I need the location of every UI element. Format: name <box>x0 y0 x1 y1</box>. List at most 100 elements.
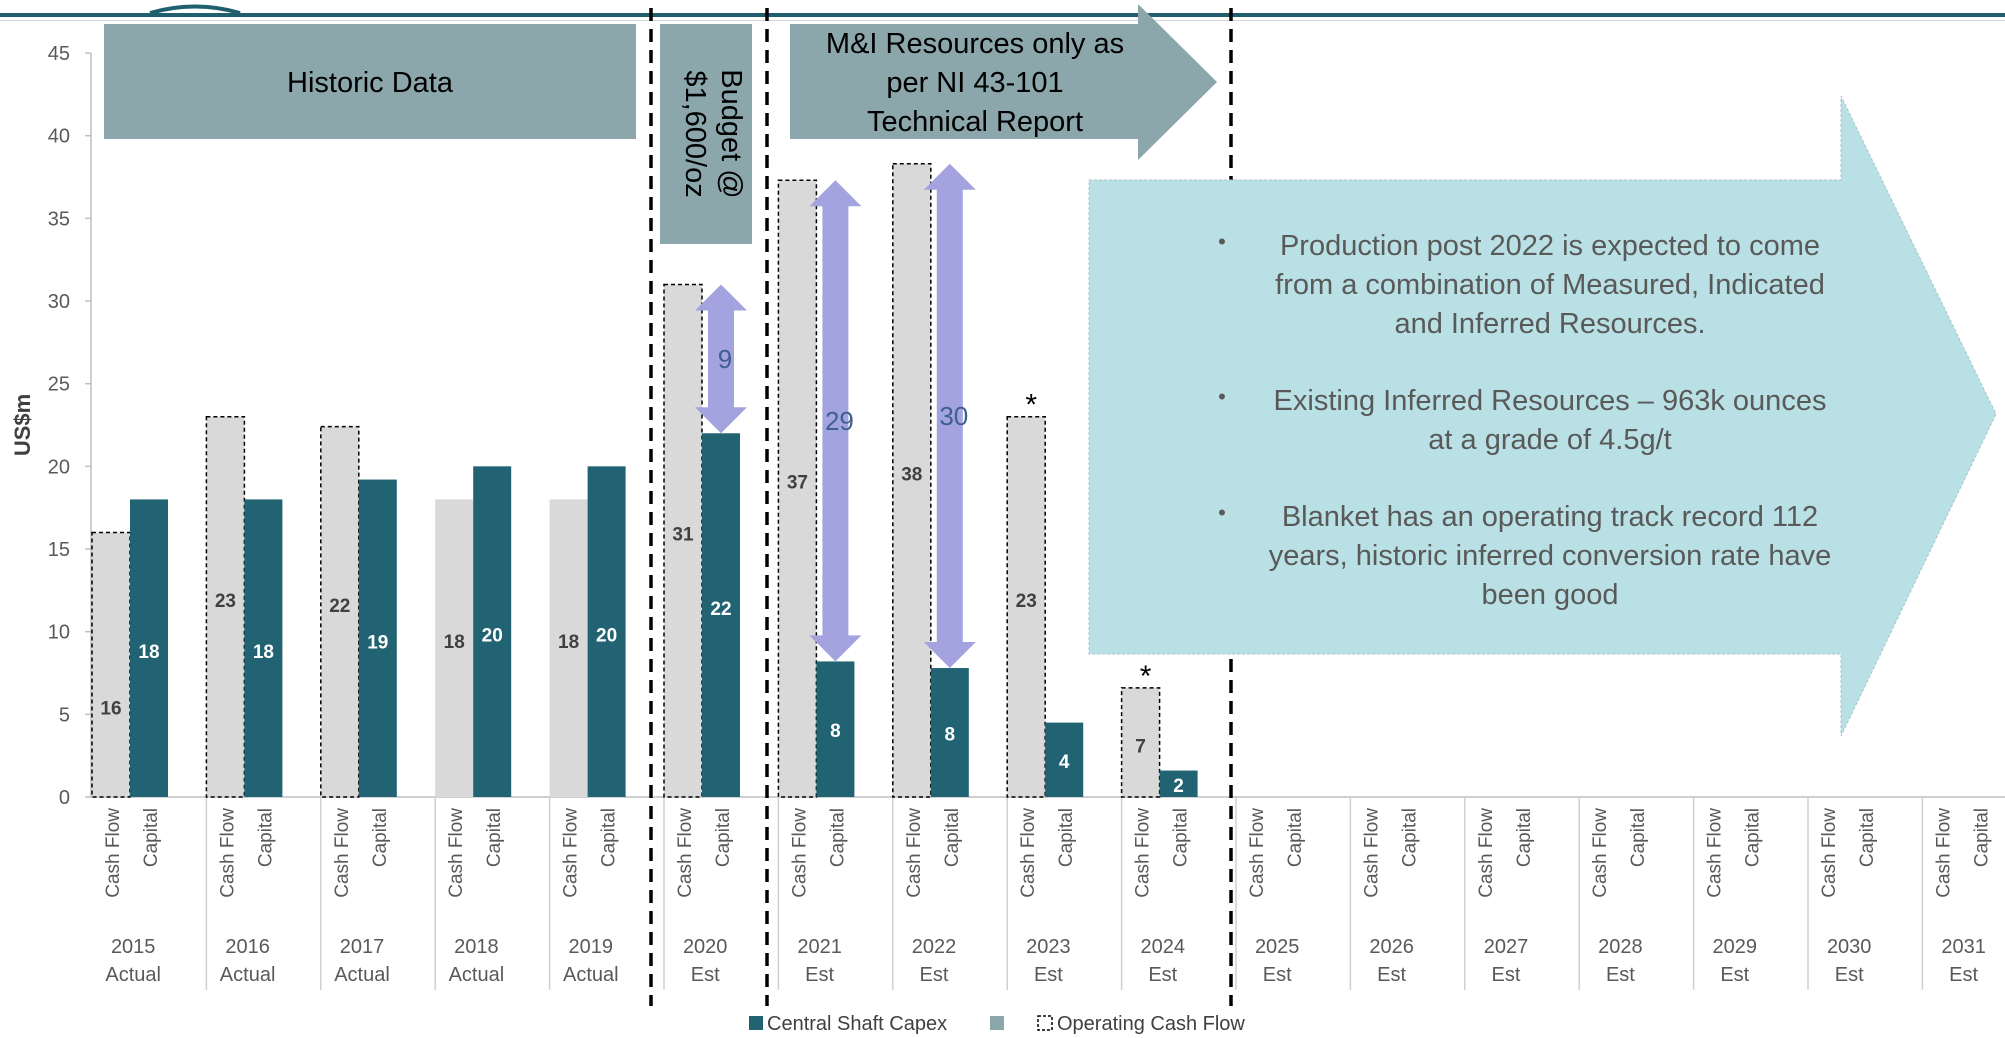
y-tick-label: 30 <box>48 291 70 313</box>
bar-category-label: Cash Flow <box>675 808 696 898</box>
bullet-icon: • <box>1218 500 1226 525</box>
gap-arrow-label: 9 <box>718 344 732 374</box>
bar-operating-cash-flow <box>205 415 246 798</box>
year-sublabel: Est <box>1835 964 1864 986</box>
bar-category-label: Cash Flow <box>561 808 582 898</box>
historic-data-label: Historic Data <box>287 67 454 99</box>
historic-data-box <box>104 24 636 139</box>
year-sublabel: Est <box>1034 964 1063 986</box>
production-info-arrow <box>1088 95 1997 737</box>
info-bullet-line: from a combination of Measured, Indicate… <box>1275 269 1825 301</box>
bar-value-label: 19 <box>367 632 388 653</box>
bar-value-label: 4 <box>1059 752 1070 773</box>
bar-value-label: 37 <box>787 473 808 494</box>
year-label: 2017 <box>340 936 385 958</box>
bar-category-label: Capital <box>1743 808 1764 867</box>
budget-text-group: Budget @$1,600/oz <box>679 69 747 198</box>
legend-swatch-annotation <box>990 1016 1004 1030</box>
year-sublabel: Est <box>1949 964 1978 986</box>
bar-category-label: Cash Flow <box>789 808 810 898</box>
bar-central-shaft-capex <box>930 668 969 797</box>
year-sublabel: Actual <box>563 964 619 986</box>
bullet-icon: • <box>1218 384 1226 409</box>
bar-category-label: Cash Flow <box>446 808 467 898</box>
bar-central-shaft-capex <box>244 499 283 797</box>
y-tick-label: 0 <box>59 787 70 809</box>
info-bullet-line: at a grade of 4.5g/t <box>1428 424 1671 456</box>
bar-operating-cash-flow <box>549 499 588 797</box>
bar-category-label: Capital <box>1514 808 1535 867</box>
y-tick-label: 40 <box>48 126 70 148</box>
bar-category-label: Capital <box>1056 808 1077 867</box>
budget-box <box>660 24 752 244</box>
bar-central-shaft-capex <box>816 661 855 797</box>
mi-resources-label-line: Technical Report <box>867 106 1083 138</box>
bar-value-label: 31 <box>672 525 694 546</box>
y-axis-title: US$m <box>10 394 35 456</box>
bar-value-label: 23 <box>1016 591 1037 612</box>
bar-operating-cash-flow <box>1006 415 1046 798</box>
bar-central-shaft-capex <box>1159 770 1198 797</box>
gap-arrow-label: 30 <box>939 401 968 431</box>
bar-category-label: Cash Flow <box>1705 808 1726 898</box>
bar-value-label: 8 <box>830 721 841 742</box>
bar-category-label: Capital <box>599 808 620 867</box>
bar-value-label: 20 <box>482 626 503 647</box>
logo-arc <box>149 4 241 15</box>
year-sublabel: Est <box>805 964 834 986</box>
year-label: 2026 <box>1369 936 1414 958</box>
bar-category-label: Capital <box>713 808 734 867</box>
bar-category-label: Cash Flow <box>217 808 238 898</box>
bar-value-label: 18 <box>444 632 465 653</box>
bar-central-shaft-capex <box>587 466 626 797</box>
gap-arrow <box>923 163 976 669</box>
year-label: 2021 <box>797 936 842 958</box>
info-bullet-line: Existing Inferred Resources – 963k ounce… <box>1274 385 1827 417</box>
bar-category-label: Cash Flow <box>1590 808 1611 898</box>
bar-value-label: 20 <box>596 626 617 647</box>
bar-category-label: Capital <box>1171 808 1192 867</box>
bar-value-label: 8 <box>945 725 956 746</box>
year-sublabel: Est <box>1263 964 1292 986</box>
bar-value-label: 18 <box>558 632 579 653</box>
bar-central-shaft-capex <box>358 479 397 797</box>
year-label: 2016 <box>225 936 270 958</box>
header-rule <box>0 13 2005 17</box>
year-label: 2025 <box>1255 936 1300 958</box>
asterisk-note: * <box>1025 389 1037 422</box>
y-tick-label: 20 <box>48 456 70 478</box>
y-tick-label: 15 <box>48 539 70 561</box>
bar-value-label: 2 <box>1173 776 1184 797</box>
bar-category-label: Capital <box>484 808 505 867</box>
y-tick-label: 35 <box>48 208 70 230</box>
year-label: 2019 <box>569 936 614 958</box>
legend-label: Central Shaft Capex <box>767 1013 947 1035</box>
info-bullet-line: Production post 2022 is expected to come <box>1280 230 1820 262</box>
bar-category-label: Capital <box>1971 808 1992 867</box>
year-label: 2028 <box>1598 936 1643 958</box>
bar-category-label: Capital <box>370 808 391 867</box>
bar-operating-cash-flow <box>91 531 131 798</box>
bar-category-label: Capital <box>1285 808 1306 867</box>
info-bullet-line: Blanket has an operating track record 11… <box>1282 501 1818 533</box>
year-sublabel: Est <box>1720 964 1749 986</box>
bar-value-label: 38 <box>901 464 922 485</box>
gap-arrow <box>695 284 747 434</box>
bar-category-label: Cash Flow <box>1361 808 1382 898</box>
budget-label-line: $1,600/oz <box>679 70 711 197</box>
y-tick-label: 10 <box>48 622 70 644</box>
bar-category-label: Cash Flow <box>103 808 124 898</box>
bar-value-label: 22 <box>710 599 731 620</box>
year-label: 2024 <box>1141 936 1186 958</box>
year-sublabel: Est <box>920 964 949 986</box>
bar-category-label: Capital <box>141 808 162 867</box>
year-label: 2031 <box>1941 936 1986 958</box>
bar-operating-cash-flow <box>892 163 932 798</box>
mi-resources-label-line: M&I Resources only as <box>826 28 1124 60</box>
year-sublabel: Est <box>1492 964 1521 986</box>
year-sublabel: Est <box>1606 964 1635 986</box>
legend-swatch-cash-flow <box>1037 1015 1053 1031</box>
bar-value-label: 18 <box>138 642 159 663</box>
mi-resources-label-line: per NI 43-101 <box>886 67 1063 99</box>
